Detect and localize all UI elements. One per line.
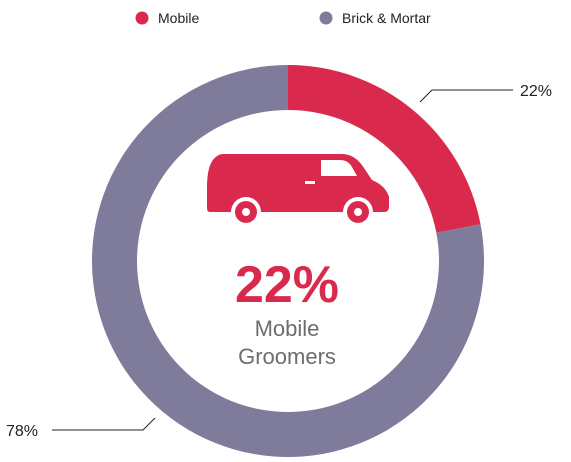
- legend: Mobile Brick & Mortar: [135, 10, 431, 26]
- legend-label-mobile: Mobile: [158, 10, 199, 26]
- legend-swatch-mobile: [135, 11, 149, 25]
- van-window: [321, 160, 357, 176]
- center-label-line2: Groomers: [238, 344, 336, 369]
- callouts: 22% 78%: [6, 83, 552, 440]
- leader-line-brick-mortar: [52, 417, 156, 431]
- van-wheel-front-hub: [354, 208, 362, 216]
- data-label-brick-mortar: 78%: [6, 423, 38, 440]
- slice-mobile: [288, 65, 481, 233]
- slices: [91, 65, 485, 458]
- van-handle: [305, 181, 315, 184]
- data-label-mobile: 22%: [520, 83, 552, 100]
- legend-label-brick-mortar: Brick & Mortar: [342, 10, 431, 26]
- van-wheel-rear-hub: [242, 208, 250, 216]
- van-icon: [207, 154, 389, 227]
- center-label-line1: Mobile: [255, 316, 320, 341]
- legend-swatch-brick-mortar: [319, 11, 333, 25]
- center-value: 22%: [235, 256, 339, 314]
- leader-line-mobile: [419, 89, 513, 103]
